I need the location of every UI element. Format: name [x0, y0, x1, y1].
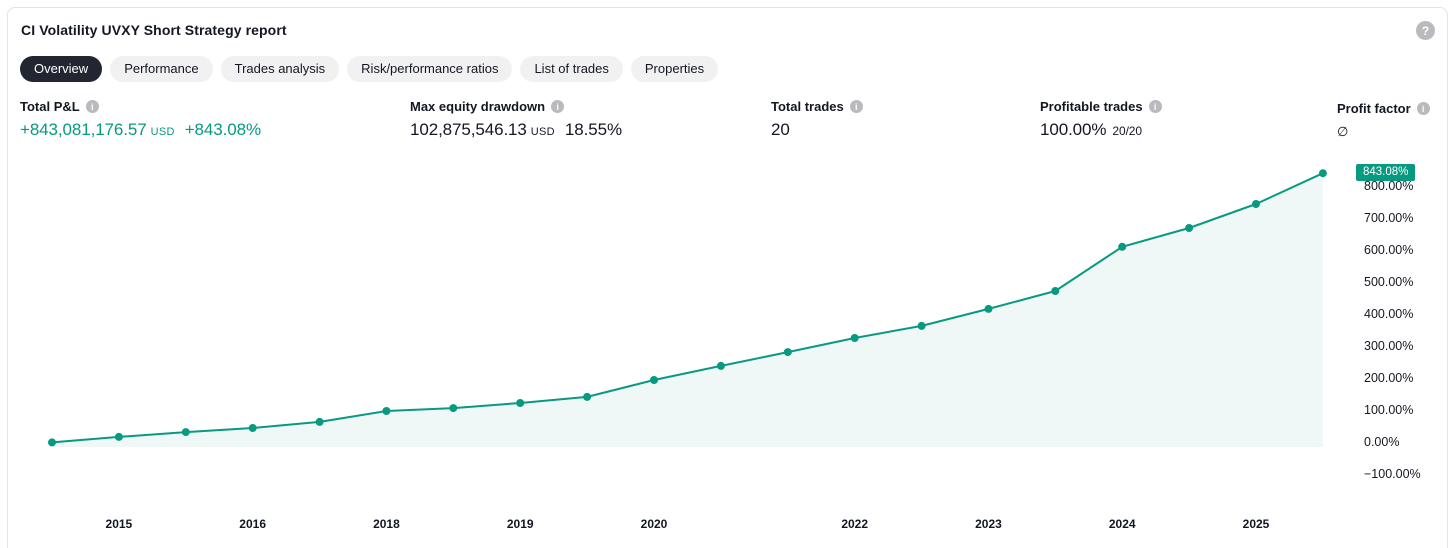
x-axis-label: 2023 — [975, 517, 1002, 531]
data-point-marker — [1185, 224, 1194, 232]
info-icon[interactable]: i — [849, 100, 863, 113]
report-title: CI Volatility UVXY Short Strategy report — [21, 22, 287, 38]
metric-profitable-trades: Profitable trades i 100.00% 20/20 — [1040, 99, 1162, 140]
data-point-marker — [1051, 287, 1060, 295]
info-icon[interactable]: i — [1416, 102, 1430, 115]
data-point-marker — [1118, 242, 1127, 251]
y-axis-label: 700.00% — [1364, 211, 1414, 225]
info-icon[interactable]: i — [551, 100, 565, 113]
metric-percent: +843.08% — [184, 120, 261, 139]
metric-total-pnl-value-row: +843,081,176.57 USD +843.08% — [20, 120, 261, 140]
y-axis-label: 0.00% — [1364, 435, 1400, 449]
metric-max-drawdown: Max equity drawdown i 102,875,546.13 USD… — [410, 99, 622, 140]
x-axis-label: 2020 — [640, 517, 668, 531]
metric-value: 20 — [771, 120, 790, 139]
metric-value: +843,081,176.57 — [20, 120, 147, 139]
metric-total-trades: Total trades i 20 — [771, 99, 863, 140]
data-point-marker — [315, 417, 324, 426]
data-point-marker — [716, 361, 725, 370]
metric-profit-factor: Profit factor i ∅ — [1337, 101, 1430, 140]
data-point-marker — [48, 438, 56, 447]
x-axis-label: 2018 — [373, 517, 400, 531]
equity-area-fill — [52, 173, 1323, 447]
y-axis-label: 200.00% — [1364, 371, 1414, 385]
metric-label: Total P&L — [20, 99, 80, 114]
tab-list-of-trades[interactable]: List of trades — [520, 56, 623, 82]
y-axis-label: 400.00% — [1364, 307, 1414, 321]
data-point-marker — [984, 304, 993, 313]
equity-line — [51, 172, 1324, 444]
data-point-marker — [248, 424, 257, 432]
y-axis-label: −100.00% — [1364, 467, 1421, 481]
data-point-marker — [181, 428, 190, 437]
metric-max-drawdown-value-row: 102,875,546.13 USD 18.55% — [410, 120, 622, 140]
x-axis-label: 2025 — [1242, 517, 1270, 531]
tab-performance[interactable]: Performance — [110, 56, 213, 82]
metric-percent: 18.55% — [564, 120, 622, 139]
info-icon[interactable]: i — [85, 100, 99, 113]
y-axis-label: 600.00% — [1364, 243, 1414, 257]
metric-total-trades-value-row: 20 — [771, 120, 863, 140]
metric-label: Total trades — [771, 99, 844, 114]
last-value-badge: 843.08% — [1356, 164, 1416, 182]
x-axis-label: 2016 — [239, 517, 266, 531]
data-point-marker — [516, 399, 525, 407]
tab-trades-analysis[interactable]: Trades analysis — [220, 56, 340, 82]
info-icon[interactable]: i — [1148, 100, 1162, 113]
metric-profit-factor-label-row: Profit factor i — [1337, 101, 1430, 116]
data-point-marker — [449, 404, 458, 413]
data-point-marker — [583, 392, 592, 401]
metric-profitable-trades-label-row: Profitable trades i — [1040, 99, 1162, 114]
data-point-marker — [114, 432, 123, 441]
y-axis-label: 100.00% — [1364, 403, 1414, 417]
y-axis-label: 300.00% — [1364, 339, 1414, 353]
tab-risk-performance-ratios[interactable]: Risk/performance ratios — [347, 56, 513, 82]
data-point-marker — [1318, 169, 1327, 178]
metric-total-pnl-label-row: Total P&L i — [20, 99, 261, 114]
help-icon[interactable]: ? — [1416, 21, 1435, 40]
metric-total-pnl: Total P&L i +843,081,176.57 USD +843.08% — [20, 99, 261, 140]
y-axis-label: 800.00% — [1364, 179, 1414, 193]
x-axis-label: 2019 — [506, 517, 534, 531]
metric-value: 102,875,546.13 — [410, 120, 527, 139]
metric-profitable-trades-value-row: 100.00% 20/20 — [1040, 120, 1162, 140]
tab-properties[interactable]: Properties — [630, 56, 719, 82]
y-axis-label: 500.00% — [1364, 275, 1414, 289]
x-axis-label: 2015 — [105, 517, 133, 531]
metric-max-drawdown-label-row: Max equity drawdown i — [410, 99, 622, 114]
data-point-marker — [650, 376, 658, 384]
tab-overview[interactable]: Overview — [20, 56, 103, 82]
metric-label: Max equity drawdown — [410, 99, 546, 114]
data-point-marker — [850, 334, 859, 342]
metric-currency: USD — [150, 126, 175, 138]
metric-ratio: 20/20 — [1112, 124, 1142, 138]
tab-bar: Overview Performance Trades analysis Risk/p… — [20, 56, 719, 82]
data-point-marker — [783, 348, 792, 357]
metric-total-trades-label-row: Total trades i — [771, 99, 863, 114]
metric-label: Profitable trades — [1040, 99, 1143, 114]
x-axis-label: 2022 — [841, 517, 869, 531]
metric-value: 100.00% — [1040, 120, 1107, 139]
data-point-marker — [382, 407, 391, 415]
metric-currency: USD — [530, 126, 555, 138]
data-point-marker — [1252, 200, 1260, 208]
metric-label: Profit factor — [1337, 101, 1411, 116]
data-point-marker — [917, 321, 926, 330]
metric-value: ∅ — [1337, 124, 1349, 139]
x-axis-label: 2024 — [1108, 517, 1136, 531]
